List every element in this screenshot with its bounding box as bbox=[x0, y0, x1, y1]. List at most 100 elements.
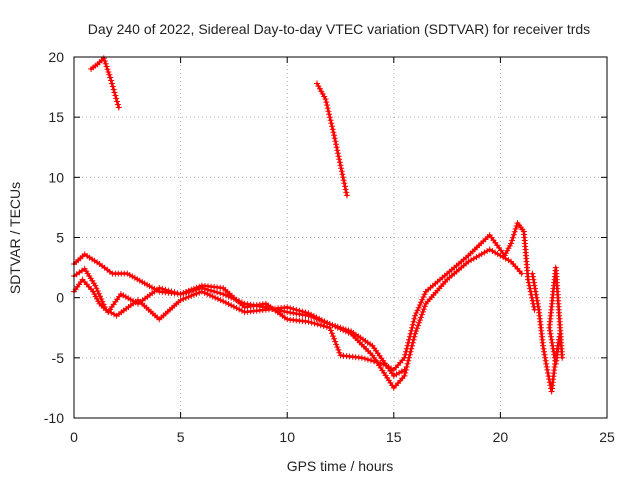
data-point bbox=[403, 366, 409, 373]
data-point bbox=[374, 359, 380, 366]
data-point bbox=[162, 286, 169, 293]
data-point bbox=[315, 83, 322, 90]
data-point bbox=[509, 237, 515, 244]
axis-ticks: 0 5 10 15 20 25 -10 -5 0 5 10 15 20 bbox=[44, 49, 615, 445]
data-point bbox=[182, 295, 189, 301]
data-point bbox=[110, 86, 117, 93]
data-point bbox=[220, 291, 227, 298]
data-point bbox=[403, 345, 410, 352]
data-point bbox=[401, 354, 408, 361]
data-point bbox=[339, 171, 346, 178]
data-point bbox=[541, 351, 548, 358]
data-point bbox=[525, 276, 532, 283]
data-point bbox=[331, 335, 338, 342]
x-tick-label: 20 bbox=[493, 429, 509, 445]
data-point bbox=[342, 186, 349, 193]
data-point bbox=[238, 307, 245, 314]
data-point bbox=[345, 329, 352, 336]
data-point bbox=[334, 324, 341, 331]
data-point bbox=[333, 144, 340, 151]
data-point bbox=[225, 301, 232, 307]
data-point bbox=[320, 323, 327, 329]
data-point bbox=[317, 322, 324, 329]
data-point bbox=[233, 305, 240, 311]
x-tick-label: 0 bbox=[70, 429, 78, 445]
data-point bbox=[323, 323, 330, 330]
data-point bbox=[115, 104, 122, 111]
data-point bbox=[156, 285, 163, 291]
data-point bbox=[415, 304, 422, 311]
data-point bbox=[318, 317, 325, 324]
data-point bbox=[329, 123, 335, 130]
data-point bbox=[159, 285, 166, 292]
data-point bbox=[247, 303, 254, 310]
data-point bbox=[532, 285, 538, 292]
data-point bbox=[102, 60, 109, 67]
data-point bbox=[340, 174, 347, 181]
data-point bbox=[331, 132, 338, 139]
data-point bbox=[330, 333, 336, 340]
data-point bbox=[361, 355, 368, 362]
data-point bbox=[326, 111, 333, 118]
data-point bbox=[420, 306, 427, 313]
data-point bbox=[544, 366, 551, 373]
y-tick-label: 15 bbox=[48, 109, 64, 125]
data-point bbox=[209, 293, 216, 300]
data-point bbox=[340, 177, 347, 184]
data-point bbox=[377, 360, 384, 366]
data-point bbox=[103, 63, 110, 70]
data-point bbox=[236, 306, 243, 313]
y-tick-label: 10 bbox=[48, 169, 64, 185]
data-point bbox=[547, 327, 553, 334]
data-point bbox=[402, 369, 409, 376]
data-point bbox=[413, 310, 420, 316]
data-point bbox=[310, 313, 317, 319]
data-point bbox=[322, 96, 329, 103]
data-point bbox=[185, 293, 192, 300]
data-point bbox=[324, 102, 330, 109]
data-point bbox=[332, 338, 339, 345]
data-point bbox=[188, 292, 195, 299]
data-point bbox=[328, 120, 335, 127]
data-point bbox=[308, 311, 315, 318]
data-point bbox=[337, 162, 344, 169]
data-point bbox=[343, 189, 350, 196]
data-point bbox=[403, 348, 409, 355]
series-trace bbox=[315, 82, 349, 197]
data-point bbox=[338, 168, 345, 175]
data-point bbox=[217, 290, 224, 297]
data-point bbox=[326, 324, 333, 331]
data-point bbox=[204, 291, 211, 298]
data-point bbox=[302, 309, 309, 316]
data-point bbox=[305, 318, 312, 325]
data-point bbox=[329, 126, 336, 133]
data-point bbox=[106, 71, 113, 78]
data-point bbox=[337, 326, 344, 332]
data-point bbox=[107, 74, 114, 81]
data-point bbox=[94, 288, 101, 294]
data-point bbox=[92, 282, 99, 289]
data-point bbox=[104, 66, 111, 73]
data-point bbox=[526, 282, 533, 289]
data-point bbox=[113, 95, 120, 102]
data-point bbox=[414, 307, 421, 314]
data-point bbox=[405, 339, 412, 346]
data-point bbox=[525, 279, 532, 286]
data-point bbox=[114, 98, 121, 105]
data-point bbox=[421, 291, 428, 298]
data-point bbox=[340, 327, 347, 334]
data-point bbox=[314, 321, 321, 328]
data-point bbox=[409, 321, 416, 328]
data-point bbox=[327, 117, 334, 124]
data-point bbox=[305, 310, 312, 317]
data-point bbox=[412, 312, 419, 319]
y-tick-label: -10 bbox=[44, 410, 64, 426]
data-point bbox=[217, 297, 224, 304]
data-point bbox=[410, 318, 417, 325]
data-point bbox=[329, 330, 335, 337]
data-point bbox=[201, 289, 208, 296]
data-point bbox=[316, 85, 323, 92]
data-point bbox=[513, 223, 520, 229]
data-point bbox=[206, 292, 213, 299]
data-point bbox=[330, 129, 337, 136]
